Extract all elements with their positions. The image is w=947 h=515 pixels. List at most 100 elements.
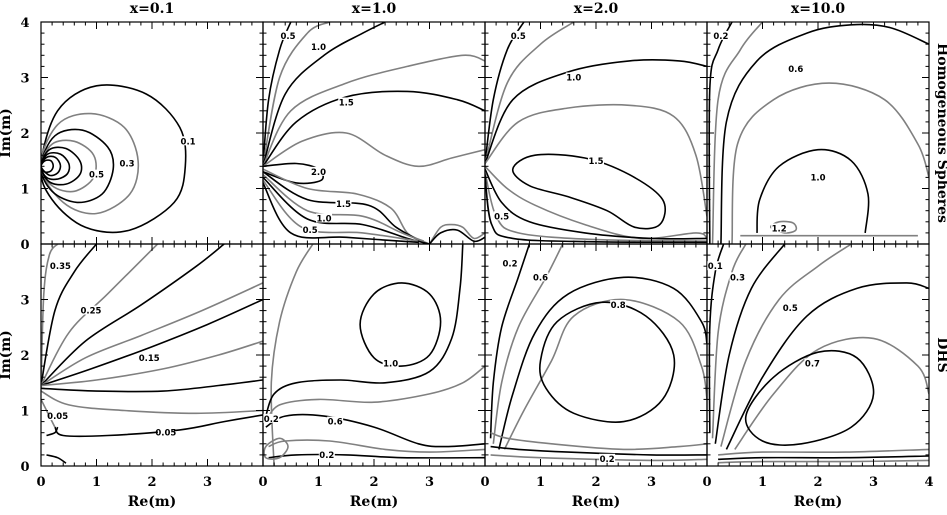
contour-line	[41, 379, 263, 393]
contour-line	[41, 340, 263, 387]
row-label: Homogeneous Spheres	[934, 43, 947, 223]
panel: 1.0 0.6 0.2 0.2	[262, 243, 486, 467]
contour-label-bg	[565, 72, 582, 82]
contour-label-bg	[493, 211, 510, 221]
y-tick-label: 1	[20, 405, 29, 420]
x-tick-label: 0	[480, 475, 489, 490]
contour-line	[428, 228, 485, 244]
column-title: x=1.0	[352, 1, 397, 17]
contour-line	[756, 148, 870, 233]
contour-label-bg	[263, 413, 280, 423]
panel-frame	[706, 21, 930, 245]
contour-line	[41, 282, 263, 387]
y-tick-label: 0	[20, 460, 29, 475]
contour-line	[263, 179, 419, 242]
contour-label-bg	[810, 172, 826, 182]
contour-line	[485, 168, 707, 240]
contour-line	[538, 301, 676, 423]
contour-line	[725, 282, 929, 450]
contour-label: 1.0	[383, 359, 398, 369]
contour-label: 0.2	[502, 259, 517, 269]
contour-label: 0.35	[50, 262, 71, 272]
x-axis-label: Re(m)	[128, 494, 177, 510]
contour-line	[41, 139, 97, 193]
contour-label-bg	[88, 169, 105, 179]
contour-line	[718, 459, 929, 464]
contour-line	[41, 84, 187, 234]
contour-line	[54, 414, 263, 438]
contour-label-bg	[310, 41, 327, 51]
contour-line	[41, 159, 55, 174]
contour-label-bg	[318, 449, 335, 459]
contour-line	[485, 165, 707, 240]
contour-line	[263, 173, 430, 244]
x-tick-label: 0	[258, 475, 267, 490]
contour-label: 1.0	[317, 214, 332, 224]
contour-label: 2.0	[311, 168, 326, 178]
contour-label: 0.6	[328, 418, 343, 428]
contour-label-bg	[729, 272, 746, 282]
x-tick-label: 3	[203, 475, 212, 490]
contour-label: 0.05	[155, 429, 176, 439]
y-tick-label: 1	[20, 183, 29, 198]
contour-label: 0.8	[611, 301, 626, 311]
contour-label-bg	[588, 155, 604, 165]
x-tick-label: 0	[36, 475, 45, 490]
contour-line	[485, 59, 707, 164]
contour-line	[490, 431, 707, 451]
contour-label: 0.2	[713, 32, 728, 42]
contour-label: 0.3	[730, 273, 745, 283]
row-label: DHS	[934, 337, 947, 372]
contour-label-bg	[302, 225, 319, 235]
contour-label-bg	[787, 64, 804, 74]
contour-line	[720, 23, 929, 244]
panel-frame	[484, 21, 708, 245]
contour-label-bg	[610, 300, 627, 310]
contour-line	[263, 54, 485, 167]
contour-label-bg	[804, 358, 821, 368]
contour-label: 0.3	[119, 160, 134, 170]
x-tick-label: 1	[758, 475, 767, 490]
contour-line	[46, 454, 67, 464]
contour-label-bg	[141, 352, 158, 362]
contour-label-bg	[82, 305, 99, 315]
contour-label-bg	[782, 302, 799, 312]
contour-label-bg	[382, 358, 399, 368]
panel: 0.5 1.0 1.5 2.0 1.5 1.0 0.5	[262, 21, 486, 245]
contour-line	[769, 220, 798, 234]
contour-line	[41, 244, 98, 386]
contour-label-bg	[49, 411, 66, 421]
contour-label: 1.5	[336, 200, 351, 210]
contour-label: 0.05	[47, 412, 68, 422]
contour-line	[270, 244, 314, 466]
contour-label-bg	[52, 261, 69, 271]
contour-line	[41, 146, 83, 186]
contour-label: 0.5	[511, 32, 526, 42]
contour-label-bg	[157, 427, 174, 437]
contour-label-bg	[510, 30, 527, 40]
contour-line	[265, 365, 485, 423]
contour-label-bg	[771, 223, 788, 233]
contour-line	[268, 439, 485, 453]
contour-label: 0.5	[783, 304, 798, 314]
contour-line	[263, 171, 425, 244]
y-axis-label: Im(m)	[0, 330, 14, 379]
contour-label: 1.0	[566, 74, 581, 84]
contour-line	[41, 244, 159, 386]
contour-label-bg	[712, 30, 729, 40]
x-tick-label: 3	[425, 475, 434, 490]
column-title: x=2.0	[574, 1, 619, 17]
panel: 0.2 0.6 0.8 0.2	[484, 243, 708, 467]
contour-line	[263, 131, 485, 168]
contour-line	[731, 82, 929, 244]
contour-line	[498, 276, 707, 450]
contour-label: 0.25	[80, 307, 101, 317]
x-tick-label: 2	[369, 475, 378, 490]
x-tick-label: 1	[92, 475, 101, 490]
contour-line	[41, 128, 115, 204]
contour-line	[41, 151, 71, 181]
contour-label-bg	[119, 158, 136, 168]
panel-frame	[40, 21, 264, 245]
contour-line	[503, 298, 707, 450]
panel: 0.1 0.3 0.5	[40, 21, 264, 245]
